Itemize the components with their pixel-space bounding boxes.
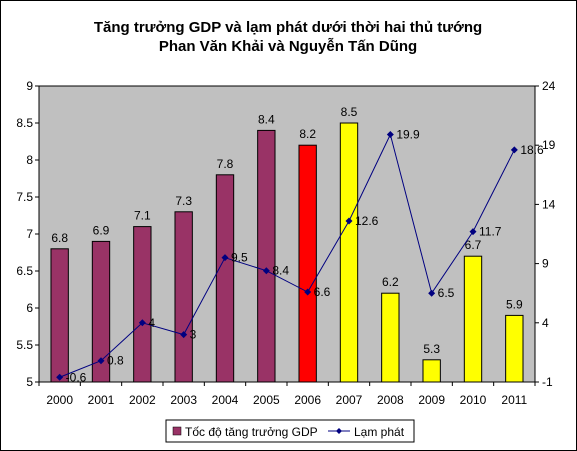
inflation-label-2011: 18.6 (520, 143, 544, 157)
bar-2001 (91, 240, 111, 383)
left-axis-tick-label-1: 5.5 (16, 338, 33, 352)
legend-box (165, 419, 415, 443)
bar-label-2011: 5.9 (506, 297, 523, 311)
inflation-label-2009: 6.5 (438, 286, 455, 300)
line-series (56, 131, 518, 381)
right-axis-tick-label-1: 4 (542, 316, 549, 330)
legend-label-gdp: Tốc độ tăng trưởng GDP (185, 425, 318, 439)
x-axis-label-2003: 2003 (170, 393, 197, 407)
bar-label-2008: 6.2 (382, 275, 399, 289)
inflation-label-2002: 4 (148, 316, 155, 330)
bar-2002 (133, 226, 152, 383)
chart-title-line-1: Tăng trưởng GDP và lạm phát dưới thời ha… (94, 19, 482, 36)
inflation-point-2007 (345, 217, 353, 225)
bar-label-2007: 8.5 (341, 105, 358, 119)
x-axis-label-2006: 2006 (294, 393, 321, 407)
inflation-point-2002 (138, 319, 146, 327)
legend-swatch-inflation-marker (336, 428, 342, 434)
bar-2008 (381, 292, 400, 383)
x-axis-label-2009: 2009 (418, 393, 445, 407)
plot-area (38, 85, 536, 383)
inflation-point-2010 (469, 228, 477, 236)
inflation-label-2005: 8.4 (272, 264, 289, 278)
bar-2004 (215, 174, 235, 383)
x-axis-label-2000: 2000 (46, 393, 73, 407)
inflation-point-2009 (428, 289, 436, 297)
bar-data-labels: 6.8 6.9 7.1 7.3 7.8 8.4 8.2 8.5 6.2 5.3 6.7 5.9 (51, 105, 523, 356)
x-axis-label-2011: 2011 (501, 393, 527, 407)
inflation-line (59, 133, 515, 378)
left-axis-tick-label-0: 5 (26, 375, 33, 389)
x-axis-label-2004: 2004 (212, 393, 239, 407)
bar-2005 (257, 129, 276, 383)
inflation-label-2001: 0.8 (107, 354, 124, 368)
inflation-label-2004: 9.5 (231, 251, 248, 265)
x-axis-label-2008: 2008 (377, 393, 404, 407)
left-axis-tick-label-6: 8 (26, 153, 33, 167)
left-axis-tick-label-8: 9 (26, 79, 33, 93)
bar-label-2000: 6.8 (51, 231, 68, 245)
x-axis: 2000 2001 2002 2003 2004 2005 2006 2007 2008 2009… (38, 382, 536, 407)
inflation-point-2008 (386, 131, 394, 139)
left-axis-tick-label-4: 7 (26, 227, 33, 241)
bar-label-2010: 6.7 (465, 238, 482, 252)
bar-label-2004: 7.8 (217, 157, 234, 171)
bar-label-2001: 6.9 (93, 223, 110, 237)
legend: Tốc độ tăng trưởng GDP Lạm phát (165, 419, 415, 443)
bar-label-2002: 7.1 (134, 209, 151, 223)
right-axis: -1 4 9 14 19 24 (535, 79, 556, 389)
bar-2009 (422, 359, 441, 383)
inflation-point-2004 (221, 254, 229, 262)
left-axis-tick-label-3: 6.5 (16, 264, 33, 278)
left-axis-tick-label-7: 8.5 (16, 116, 33, 130)
bar-series (50, 122, 524, 383)
right-axis-tick-label-3: 14 (542, 197, 556, 211)
inflation-point-2006 (304, 288, 312, 296)
bar-2000 (50, 248, 69, 383)
chart-title-line-2: Phan Văn Khải và Nguyễn Tấn Dũng (159, 38, 417, 55)
inflation-label-2010: 11.7 (479, 225, 502, 239)
bar-label-2005: 8.4 (258, 112, 275, 126)
bar-2011 (505, 314, 524, 383)
bar-label-2006: 8.2 (299, 127, 316, 141)
inflation-point-2003 (180, 331, 188, 339)
x-axis-label-2002: 2002 (129, 393, 156, 407)
bar-2007 (339, 122, 359, 383)
legend-swatch-gdp (172, 426, 182, 436)
inflation-point-2000 (56, 373, 64, 381)
left-axis-tick-label-5: 7.5 (16, 190, 33, 204)
line-data-labels: -0.6 0.8 4 3 9.5 8.4 6.6 12.6 19.9 6.5 11.7 18.6 (66, 128, 544, 385)
inflation-point-2011 (510, 146, 518, 154)
right-axis-tick-label-2: 9 (542, 257, 549, 271)
right-axis-tick-label-5: 24 (542, 79, 556, 93)
inflation-label-2008: 19.9 (396, 128, 420, 142)
bar-2003 (174, 211, 193, 383)
bar-label-2009: 5.3 (423, 342, 440, 356)
right-axis-tick-label-4: 19 (542, 138, 556, 152)
left-axis: 5 5.5 6 6.5 7 7.5 8 8.5 9 (16, 79, 39, 389)
x-axis-label-2010: 2010 (460, 393, 487, 407)
inflation-label-2006: 6.6 (314, 285, 331, 299)
inflation-label-2003: 3 (190, 328, 197, 342)
inflation-point-2001 (97, 357, 105, 365)
right-axis-tick-label-0: -1 (542, 375, 553, 389)
x-axis-label-2001: 2001 (88, 393, 115, 407)
inflation-label-2007: 12.6 (355, 214, 379, 228)
x-axis-label-2007: 2007 (336, 393, 363, 407)
inflation-label-2000: -0.6 (66, 370, 87, 384)
inflation-point-2005 (262, 267, 270, 275)
bar-2010 (463, 255, 483, 383)
x-axis-label-2005: 2005 (253, 393, 280, 407)
bar-2006 (298, 144, 317, 383)
legend-label-inflation: Lạm phát (354, 425, 405, 439)
left-axis-tick-label-2: 6 (26, 301, 33, 315)
bar-label-2003: 7.3 (175, 194, 192, 208)
